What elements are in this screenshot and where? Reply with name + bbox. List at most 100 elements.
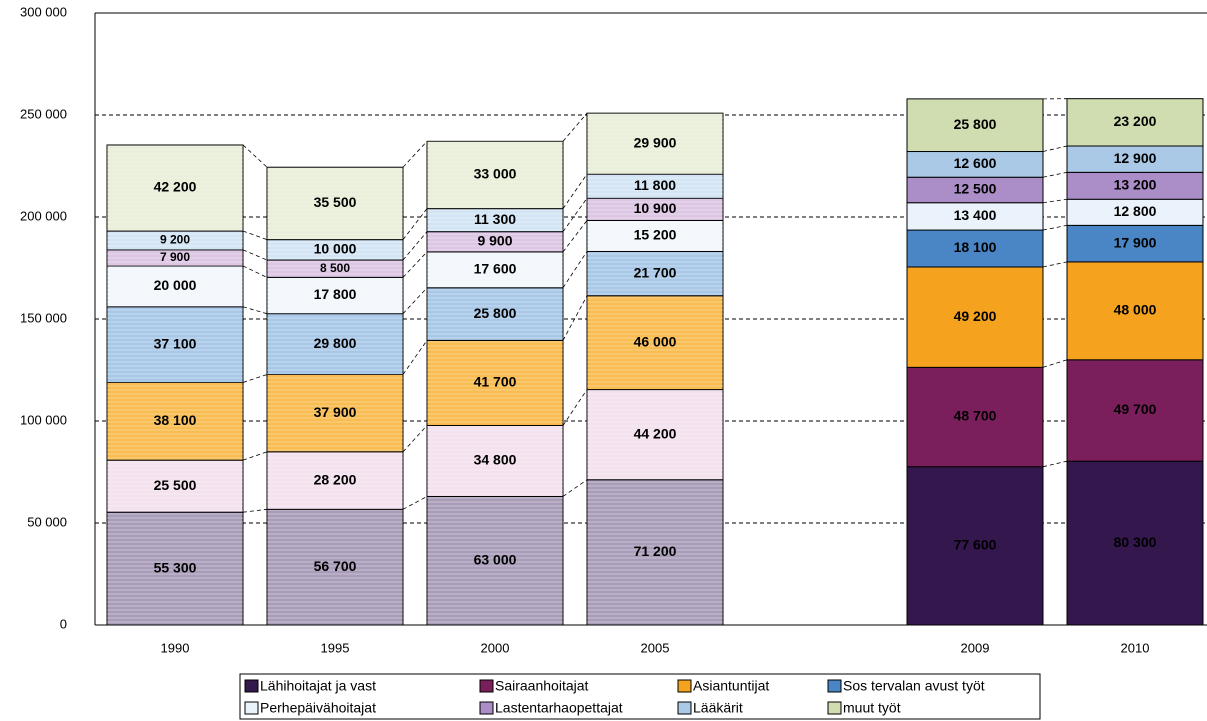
connector [402,287,428,314]
bar-hatch [267,260,403,278]
connector [1042,198,1068,204]
connector [562,173,588,209]
bar-hatch [427,287,563,341]
bar-segment [1066,198,1204,226]
bar-hatch [107,231,243,250]
data-label: 48 700 [954,408,997,424]
bar-hatch [587,389,723,480]
data-label: 23 200 [1114,113,1157,129]
connector [1042,359,1068,368]
legend-label: Lastentarhaopettajat [495,700,623,716]
x-tick-label: 2010 [1121,640,1150,655]
data-label: 25 500 [154,477,197,493]
y-tick-label: 250 000 [20,106,67,121]
bar-hatch [587,113,723,175]
bar-segment [906,202,1044,231]
connector [402,251,428,278]
data-label: 20 000 [154,277,197,293]
bar-hatch [107,306,243,383]
data-label: 13 400 [954,207,997,223]
data-label: 28 200 [314,471,357,487]
data-label: 56 700 [314,558,357,574]
connector [562,220,588,253]
bar-hatch [107,265,243,307]
y-tick-label: 300 000 [20,4,67,19]
legend-swatch [827,701,842,715]
y-tick-label: 200 000 [20,208,67,223]
data-label: 8 500 [320,261,350,275]
bar-hatch [427,251,563,288]
connector [242,306,268,315]
bar-hatch [267,277,403,314]
data-label: 37 900 [314,404,357,420]
bar-segment [906,151,1044,178]
data-label: 49 200 [954,308,997,324]
legend-label: Lääkärit [693,700,743,716]
data-label: 21 700 [634,264,677,280]
legend-swatch [677,701,692,715]
bar-hatch [267,509,403,625]
data-label: 17 600 [474,261,517,277]
data-label: 35 500 [314,194,357,210]
x-tick-label: 1995 [321,640,350,655]
data-label: 12 500 [954,181,997,197]
bar-hatch [267,313,403,375]
bar-hatch [587,295,723,390]
connector [1042,224,1068,231]
data-label: 37 100 [154,335,197,351]
connector [242,144,268,168]
legend-swatch [244,701,259,715]
bar-segment [1066,171,1204,200]
bar-segment [1066,145,1204,173]
data-label: 49 700 [1114,401,1157,417]
data-label: 29 900 [634,134,677,150]
bar-hatch [587,198,723,221]
data-label: 11 800 [634,177,676,193]
bar-hatch [587,220,723,252]
legend-label: Lähihoitajat ja vast [260,678,376,694]
y-tick-label: 0 [60,616,67,631]
data-label: 71 200 [634,543,677,559]
x-tick-label: 1990 [161,640,190,655]
bar-segment [1066,460,1204,626]
data-label: 7 900 [160,250,190,264]
connector [242,265,268,278]
bar-hatch [267,451,403,510]
bar-hatch [427,496,563,625]
data-label: 18 100 [954,239,997,255]
legend-swatch [479,701,494,715]
connector [402,425,428,453]
data-label: 9 200 [160,233,190,247]
data-label: 55 300 [154,559,197,575]
legend-swatch [244,679,259,693]
x-tick-label: 2000 [481,640,510,655]
data-label: 48 000 [1114,302,1157,318]
legend-label: Sos tervalan avust työt [843,678,985,694]
connector [402,496,428,510]
bar-segment [1066,359,1204,462]
connector [1042,145,1068,152]
legend-swatch [677,679,692,693]
legend-swatch [479,679,494,693]
connector [242,374,268,383]
bar-hatch [587,479,723,625]
data-label: 10 900 [634,200,677,216]
bar-hatch [267,374,403,452]
y-tick-label: 50 000 [27,514,67,529]
connector [562,295,588,341]
data-label: 15 200 [634,227,677,243]
bar-hatch [107,512,243,625]
bar-hatch [267,239,403,261]
connector [562,197,588,232]
bar-segment [906,98,1044,153]
legend-label: muut työt [843,700,901,716]
data-label: 46 000 [634,333,677,349]
connector [562,479,588,497]
data-label: 10 000 [314,241,357,257]
bar-hatch [107,144,243,232]
bar-segment [906,266,1044,368]
bar-segment [906,366,1044,468]
connector [562,112,588,142]
y-tick-label: 150 000 [20,310,67,325]
data-label: 25 800 [954,116,997,132]
